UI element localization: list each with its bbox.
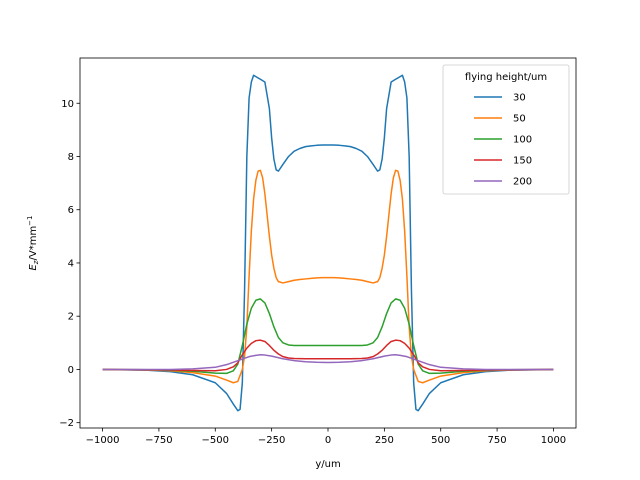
y-axis: −2 0 2 4 6 8 10 — [59, 99, 80, 429]
legend-entries: 30 50 100 150 200 — [474, 93, 532, 188]
series-line-30 — [102, 74, 554, 412]
legend-label-100: 100 — [513, 135, 532, 146]
legend-label-200: 200 — [513, 177, 532, 188]
y-tick-label: 10 — [61, 99, 74, 110]
x-tick-label: −500 — [202, 435, 229, 446]
x-axis: −1000 −750 −500 −250 0 250 500 750 1000 — [86, 428, 566, 446]
series-line-50 — [102, 169, 554, 384]
x-tick-label: −1000 — [86, 435, 120, 446]
x-tick-label: 250 — [375, 435, 394, 446]
y-tick-label: 2 — [68, 312, 74, 323]
x-tick-label: −750 — [145, 435, 172, 446]
legend-label-50: 50 — [513, 114, 526, 125]
y-axis-label: Ez/V*mm−1 — [26, 215, 40, 270]
series-line-100 — [102, 298, 554, 375]
series-layer — [102, 74, 554, 412]
y-tick-label: 0 — [68, 365, 74, 376]
legend-label-30: 30 — [513, 93, 526, 104]
y-tick-label: 8 — [68, 152, 74, 163]
legend-box — [442, 64, 570, 195]
legend: flying height/um 30 50 100 150 200 — [442, 64, 570, 195]
series-line-200 — [102, 354, 554, 371]
x-tick-label: 750 — [488, 435, 507, 446]
x-tick-label: −250 — [258, 435, 285, 446]
y-tick-label: 4 — [68, 258, 74, 269]
x-tick-label: 0 — [325, 435, 331, 446]
x-axis-label: y/um — [315, 459, 340, 470]
x-tick-label: 1000 — [541, 435, 566, 446]
y-tick-label: 6 — [68, 205, 74, 216]
legend-title: flying height/um — [465, 72, 547, 83]
y-tick-label: −2 — [59, 418, 74, 429]
legend-label-150: 150 — [513, 156, 532, 167]
x-tick-label: 500 — [431, 435, 450, 446]
